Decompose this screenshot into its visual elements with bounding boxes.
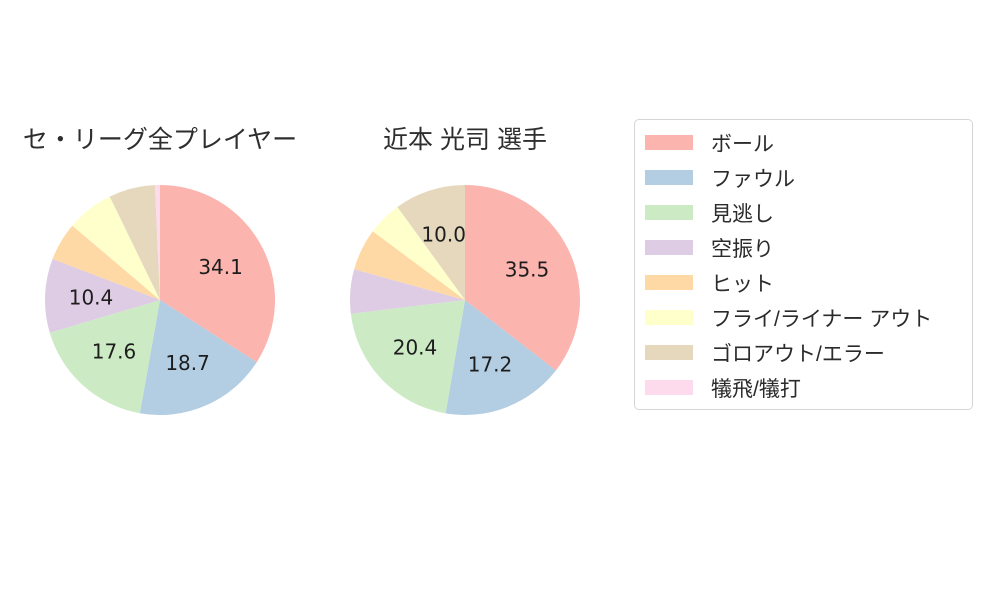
legend-label: ヒット (711, 272, 774, 296)
legend-item: フライ/ライナー アウト (645, 300, 972, 335)
pie-player: 35.5 17.2 20.4 10.0 (350, 185, 580, 415)
legend-item: 見逃し (645, 195, 972, 230)
legend-label: 空振り (711, 237, 774, 261)
pie-slice-6 (397, 185, 465, 300)
legend-label: 見逃し (711, 202, 774, 226)
legend-label: ファウル (711, 167, 795, 191)
legend-label: ボール (711, 132, 774, 156)
pie-slice-4 (52, 225, 160, 300)
pie-slice-2 (350, 300, 465, 414)
legend-label: 犠飛/犠打 (711, 377, 801, 401)
pie-slice-value-label: 34.1 (198, 255, 243, 279)
pie-slice-value-label: 10.4 (69, 285, 114, 309)
pie-slice-1 (445, 300, 556, 415)
legend-item: ヒット (645, 265, 972, 300)
legend-swatch-2 (645, 205, 693, 220)
legend-label: フライ/ライナー アウト (711, 307, 933, 331)
legend: ボールファウル見逃し空振りヒットフライ/ライナー アウト ゴロアウト/エラー 犠飛/… (634, 119, 973, 410)
legend-swatch-5 (645, 310, 693, 325)
pie-slice-3 (45, 259, 160, 333)
pie-slice-value-label: 20.4 (393, 336, 438, 360)
legend-item: 空振り (645, 230, 972, 265)
pie-slice-5 (372, 206, 465, 300)
chart-title-player: 近本 光司 選手 (383, 126, 547, 154)
legend-label: ゴロアウト/エラー (711, 342, 885, 366)
legend-swatch-7 (645, 380, 693, 395)
legend-item: ゴロアウト/エラー (645, 335, 972, 370)
pie-slice-0 (465, 185, 580, 371)
pie-slice-1 (139, 300, 257, 415)
legend-item: 犠飛/犠打 (645, 370, 972, 405)
pie-slice-4 (354, 231, 465, 300)
legend-swatch-6 (645, 345, 693, 360)
legend-swatch-4 (645, 275, 693, 290)
pie-slice-value-label: 17.2 (468, 352, 513, 376)
pie-slice-5 (72, 196, 160, 300)
legend-swatch-1 (645, 170, 693, 185)
pie-slice-0 (160, 185, 275, 363)
chart-title-league: セ・リーグ全プレイヤー (22, 126, 298, 154)
pie-slice-value-label: 35.5 (505, 258, 550, 282)
pie-league: 34.1 18.7 17.6 10.4 (45, 185, 275, 415)
legend-swatch-0 (645, 135, 693, 150)
pie-slice-7 (154, 185, 160, 300)
legend-swatch-3 (645, 240, 693, 255)
pie-slice-value-label: 10.0 (421, 222, 466, 246)
legend-item: ファウル (645, 160, 972, 195)
pie-slice-value-label: 18.7 (165, 351, 210, 375)
pie-slice-3 (350, 269, 465, 314)
pie-slice-value-label: 17.6 (92, 340, 137, 364)
legend-item: ボール (645, 125, 972, 160)
pie-slice-6 (109, 185, 160, 300)
pie-slice-2 (49, 300, 160, 414)
